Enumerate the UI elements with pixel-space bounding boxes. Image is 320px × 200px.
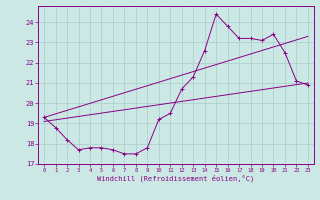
X-axis label: Windchill (Refroidissement éolien,°C): Windchill (Refroidissement éolien,°C): [97, 175, 255, 182]
